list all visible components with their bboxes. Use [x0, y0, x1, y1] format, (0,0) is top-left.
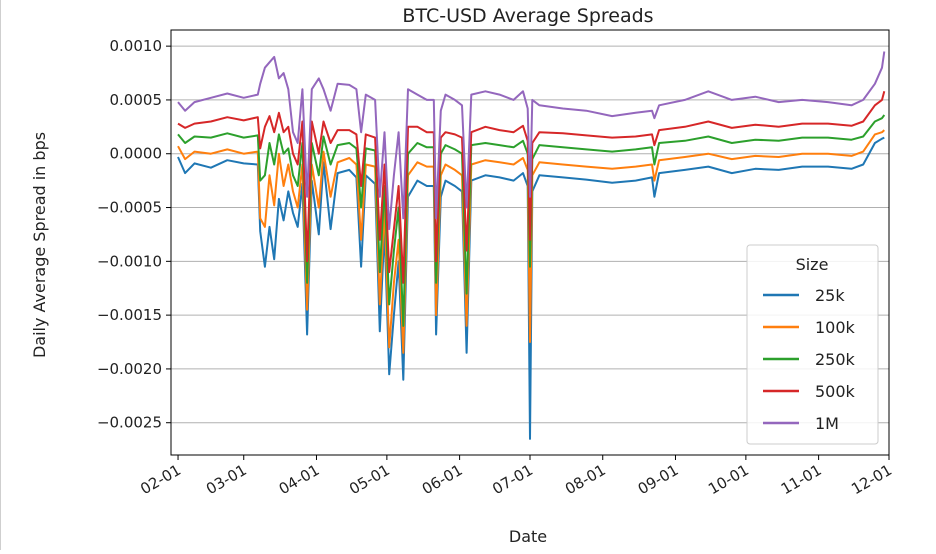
x-axis: 02-01 03-01 04-01 05-01 06-01 07-01 08-01 09-01…	[137, 455, 895, 498]
x-tick-label: 07-01	[489, 461, 536, 498]
x-tick-label: 06-01	[419, 461, 466, 498]
series-layer	[177, 51, 886, 440]
y-tick-label: −0.0005	[97, 199, 162, 217]
series-line-500k	[177, 91, 886, 284]
x-axis-label: Date	[509, 527, 547, 546]
y-tick-label: 0.0000	[110, 145, 163, 163]
x-tick-label: 04-01	[276, 461, 323, 498]
y-tick-label: −0.0025	[97, 414, 162, 432]
legend-box	[746, 244, 879, 445]
y-tick-label: −0.0020	[97, 360, 162, 378]
series-line-1M	[177, 51, 886, 231]
y-tick-label: −0.0015	[97, 306, 162, 324]
x-tick-label: 08-01	[562, 461, 609, 498]
chart-title: BTC-USD Average Spreads	[402, 5, 653, 27]
series-line-250k	[177, 114, 886, 327]
y-tick-label: 0.0010	[110, 37, 163, 55]
legend-label-25k: 25k	[815, 286, 845, 305]
legend-label-250k: 250k	[815, 350, 856, 369]
legend-label-500k: 500k	[815, 382, 856, 401]
x-tick-label: 05-01	[346, 461, 393, 498]
y-tick-label: 0.0005	[110, 91, 163, 109]
series-line-25k	[177, 136, 885, 440]
x-tick-label: 10-01	[705, 461, 752, 498]
legend-title: Size	[796, 255, 829, 274]
legend: Size 25k 100k 250k 500k 1M	[746, 244, 879, 445]
legend-label-100k: 100k	[815, 318, 856, 337]
x-tick-label: 03-01	[203, 461, 250, 498]
series-line-100k	[177, 129, 885, 354]
y-tick-label: −0.0010	[97, 252, 162, 270]
y-axis-label: Daily Average Spread in bps	[30, 132, 49, 358]
legend-items: 25k 100k 250k 500k 1M	[763, 286, 856, 433]
y-axis: 0.0010 0.0005 0.0000 −0.0005 −0.0010 −0.0015 −…	[97, 37, 171, 432]
x-tick-label: 09-01	[635, 461, 682, 498]
x-tick-label: 12-01	[848, 461, 895, 498]
x-tick-label: 11-01	[778, 461, 825, 498]
x-tick-label: 02-01	[137, 461, 184, 498]
legend-label-1M: 1M	[815, 414, 839, 433]
